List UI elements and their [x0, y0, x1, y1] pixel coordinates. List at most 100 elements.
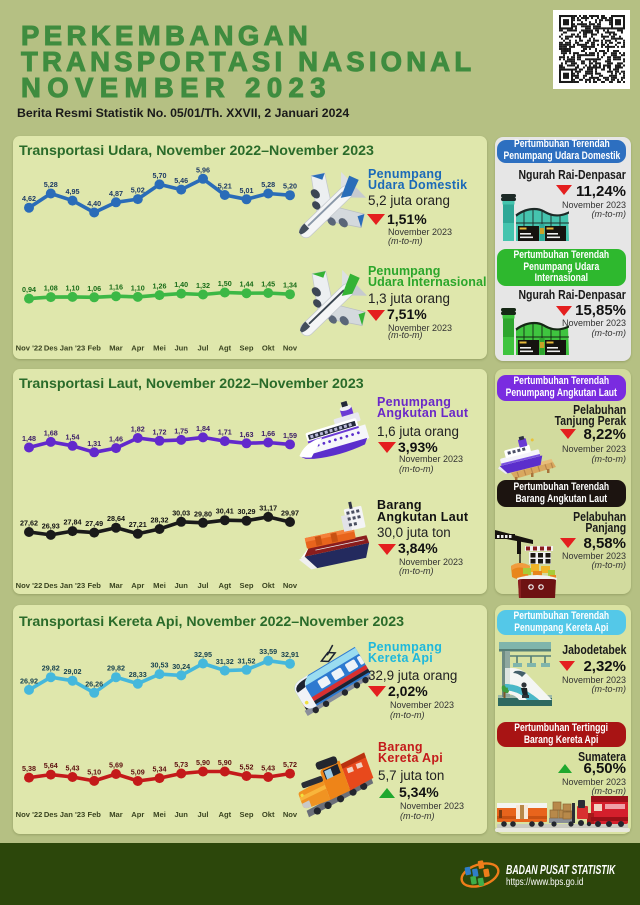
svg-text:1,31: 1,31 [87, 439, 101, 448]
svg-text:Mar: Mar [109, 810, 123, 819]
svg-text:30,03: 30,03 [172, 508, 190, 517]
svg-text:5,90: 5,90 [218, 758, 232, 767]
svg-text:5,10: 5,10 [87, 767, 101, 776]
svg-text:30,24: 30,24 [172, 662, 190, 671]
svg-text:33,59: 33,59 [259, 647, 277, 656]
svg-text:Des: Des [44, 344, 58, 353]
svg-text:1,26: 1,26 [153, 282, 167, 291]
svg-text:Jul: Jul [198, 344, 209, 353]
svg-text:5,96: 5,96 [196, 165, 210, 174]
svg-text:Jun: Jun [174, 810, 188, 819]
svg-text:Apr: Apr [131, 581, 144, 590]
svg-text:1,75: 1,75 [174, 426, 188, 435]
svg-text:1,06: 1,06 [87, 284, 101, 293]
svg-text:5,34: 5,34 [153, 765, 167, 774]
svg-text:1,82: 1,82 [131, 425, 145, 434]
svg-text:31,32: 31,32 [216, 657, 234, 666]
svg-text:Jan '23: Jan '23 [60, 344, 85, 353]
svg-text:1,66: 1,66 [261, 429, 275, 438]
svg-text:Nov: Nov [283, 810, 298, 819]
svg-text:Agt: Agt [218, 581, 231, 590]
svg-text:1,50: 1,50 [218, 279, 232, 288]
svg-text:27,49: 27,49 [85, 519, 103, 528]
svg-text:1,10: 1,10 [66, 283, 80, 292]
svg-text:1,71: 1,71 [218, 428, 232, 437]
svg-text:Des: Des [44, 810, 58, 819]
svg-text:5,21: 5,21 [218, 182, 232, 191]
svg-text:27,21: 27,21 [129, 520, 147, 529]
svg-text:Feb: Feb [87, 581, 101, 590]
svg-text:Jun: Jun [174, 344, 188, 353]
svg-text:Des: Des [44, 581, 58, 590]
svg-text:Jan '23: Jan '23 [60, 581, 85, 590]
svg-text:5,73: 5,73 [174, 760, 188, 769]
svg-text:1,08: 1,08 [44, 284, 58, 293]
svg-text:Mar: Mar [109, 344, 123, 353]
svg-text:1,45: 1,45 [261, 280, 275, 289]
svg-text:Jul: Jul [198, 581, 209, 590]
svg-text:Mei: Mei [153, 581, 166, 590]
svg-text:4,95: 4,95 [66, 187, 80, 196]
svg-text:Mei: Mei [153, 344, 166, 353]
svg-text:Sep: Sep [240, 581, 254, 590]
svg-text:5,01: 5,01 [240, 186, 254, 195]
svg-text:30,41: 30,41 [216, 507, 234, 516]
svg-text:27,62: 27,62 [20, 519, 38, 528]
svg-text:5,09: 5,09 [131, 768, 145, 777]
svg-text:5,38: 5,38 [22, 764, 36, 773]
svg-text:26,26: 26,26 [85, 679, 103, 688]
svg-text:1,44: 1,44 [240, 280, 254, 289]
svg-text:Mar: Mar [109, 581, 123, 590]
svg-text:Okt: Okt [262, 810, 275, 819]
svg-text:Jan '23: Jan '23 [60, 810, 85, 819]
svg-text:Apr: Apr [131, 344, 144, 353]
svg-text:Feb: Feb [87, 344, 101, 353]
svg-text:Jul: Jul [198, 810, 209, 819]
svg-text:1,32: 1,32 [196, 281, 210, 290]
svg-text:1,63: 1,63 [240, 430, 254, 439]
svg-text:1,54: 1,54 [66, 432, 80, 441]
svg-text:31,52: 31,52 [238, 656, 256, 665]
svg-text:1,48: 1,48 [22, 434, 36, 443]
svg-text:1,46: 1,46 [109, 435, 123, 444]
svg-text:Feb: Feb [87, 810, 101, 819]
svg-text:0,94: 0,94 [22, 285, 36, 294]
svg-text:5,28: 5,28 [261, 180, 275, 189]
svg-text:Agt: Agt [218, 344, 231, 353]
svg-text:Mei: Mei [153, 810, 166, 819]
svg-text:4,87: 4,87 [109, 189, 123, 198]
svg-text:Jun: Jun [174, 581, 188, 590]
svg-text:5,69: 5,69 [109, 761, 123, 770]
svg-text:1,84: 1,84 [196, 424, 210, 433]
svg-text:5,64: 5,64 [44, 761, 58, 770]
svg-text:26,92: 26,92 [20, 676, 38, 685]
svg-text:Okt: Okt [262, 581, 275, 590]
svg-text:Okt: Okt [262, 344, 275, 353]
svg-text:5,20: 5,20 [283, 182, 297, 191]
svg-text:32,95: 32,95 [194, 650, 212, 659]
svg-text:1,34: 1,34 [283, 281, 297, 290]
svg-text:5,46: 5,46 [174, 176, 188, 185]
svg-text:Nov: Nov [283, 581, 298, 590]
svg-text:5,02: 5,02 [131, 186, 145, 195]
svg-text:29,97: 29,97 [281, 509, 299, 518]
svg-text:5,43: 5,43 [261, 764, 275, 773]
svg-text:Apr: Apr [131, 810, 144, 819]
svg-text:4,40: 4,40 [87, 199, 101, 208]
svg-text:27,84: 27,84 [64, 518, 82, 527]
svg-text:Nov '22: Nov '22 [16, 810, 43, 819]
svg-text:30,53: 30,53 [151, 661, 169, 670]
svg-text:5,28: 5,28 [44, 180, 58, 189]
svg-text:28,32: 28,32 [151, 516, 169, 525]
svg-text:Sep: Sep [240, 810, 254, 819]
svg-text:28,33: 28,33 [129, 670, 147, 679]
svg-text:31,17: 31,17 [259, 503, 277, 512]
svg-text:5,43: 5,43 [66, 764, 80, 773]
svg-text:Nov '22: Nov '22 [16, 344, 43, 353]
svg-text:Nov '22: Nov '22 [16, 581, 43, 590]
svg-text:26,93: 26,93 [42, 521, 60, 530]
svg-text:30,29: 30,29 [238, 507, 256, 516]
svg-text:1,16: 1,16 [109, 283, 123, 292]
svg-text:29,82: 29,82 [42, 664, 60, 673]
svg-text:Sep: Sep [240, 344, 254, 353]
